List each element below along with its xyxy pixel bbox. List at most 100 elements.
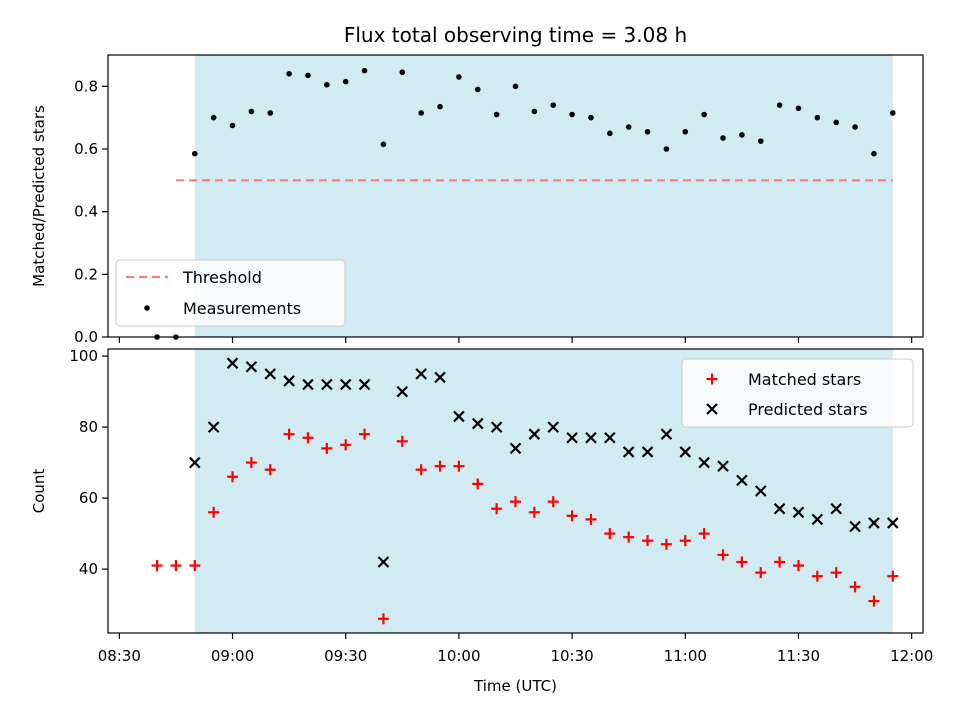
predicted-star-point-b xyxy=(773,502,786,515)
matched-star-point xyxy=(415,464,427,476)
x-tick-label: 08:30 xyxy=(98,647,141,665)
measurement-point xyxy=(267,110,274,116)
predicted-star-point-b xyxy=(396,385,409,398)
predicted-star-point-b xyxy=(717,460,729,472)
predicted-star-point-b xyxy=(754,485,767,497)
matched-star-point xyxy=(208,506,220,518)
measurement-point xyxy=(720,135,726,141)
legend-predicted-swatch xyxy=(706,403,718,415)
predicted-star-point-b xyxy=(415,368,427,380)
predicted-star-point-b xyxy=(509,442,522,455)
measurement-point xyxy=(757,138,764,144)
matched-star-point xyxy=(811,570,823,582)
predicted-star-point xyxy=(264,368,277,380)
predicted-star-point-b xyxy=(868,517,880,529)
predicted-star-point-b xyxy=(283,375,295,387)
predicted-star-point xyxy=(302,378,314,391)
count-y-tick-label: 100 xyxy=(69,347,98,365)
predicted-star-point-b xyxy=(302,378,314,391)
predicted-star-point-b xyxy=(585,431,597,444)
predicted-star-point xyxy=(358,378,371,391)
ratio-y-tick-label: 0.0 xyxy=(74,328,98,346)
matched-star-point xyxy=(302,432,314,444)
matched-star-point xyxy=(755,567,767,579)
measurement-point xyxy=(210,114,217,121)
predicted-star-point-b xyxy=(471,417,484,430)
predicted-star-point xyxy=(453,410,465,423)
predicted-star-point xyxy=(396,385,409,398)
matched-star-point xyxy=(868,595,880,607)
predicted-star-point-b xyxy=(660,428,673,440)
predicted-star-point-b xyxy=(849,520,861,533)
matched-star-point xyxy=(547,496,559,508)
measurement-point xyxy=(191,150,198,157)
predicted-star-point xyxy=(434,371,446,384)
matched-star-point xyxy=(792,560,804,572)
predicted-star-point xyxy=(698,456,710,469)
predicted-star-point-b xyxy=(245,360,258,373)
x-tick-label: 10:00 xyxy=(437,647,480,665)
x-tick-label: 11:00 xyxy=(664,647,707,665)
predicted-star-point-b xyxy=(207,421,220,433)
ratio-y-axis-label: Matched/Predicted stars xyxy=(30,105,48,287)
matched-star-point xyxy=(510,496,521,508)
predicted-star-point xyxy=(471,417,484,430)
x-tick-label: 09:00 xyxy=(211,647,254,665)
matched-star-point xyxy=(151,560,163,572)
predicted-star-point-b xyxy=(453,410,465,423)
measurement-point xyxy=(380,141,387,148)
x-axis-label: Time (UTC) xyxy=(473,677,557,695)
predicted-star-point xyxy=(679,446,692,458)
predicted-star-point xyxy=(566,431,578,444)
count-y-tick-label: 80 xyxy=(79,418,98,436)
measurement-point xyxy=(682,128,689,135)
predicted-star-point-b xyxy=(792,506,805,519)
predicted-star-point xyxy=(226,357,239,369)
ratio-y-tick-label: 0.6 xyxy=(74,140,98,158)
measurement-point xyxy=(550,102,557,108)
predicted-star-point xyxy=(660,428,673,440)
matched-star-point xyxy=(359,428,371,440)
predicted-star-point-b xyxy=(358,378,371,391)
matched-star-point xyxy=(736,556,748,568)
matched-star-point xyxy=(434,460,446,472)
matched-star-point xyxy=(245,457,257,469)
measurement-point xyxy=(248,108,255,115)
matched-star-point xyxy=(660,538,672,550)
predicted-star-point xyxy=(754,485,767,497)
ratio-y-tick-label: 0.4 xyxy=(74,203,98,221)
matched-star-point xyxy=(453,460,465,472)
predicted-star-point-b xyxy=(490,421,503,433)
measurement-point xyxy=(399,69,406,76)
predicted-star-point xyxy=(547,421,560,433)
predicted-star-point xyxy=(830,502,842,515)
measurement-point xyxy=(418,110,424,116)
measurement-point xyxy=(305,72,311,79)
matched-star-point xyxy=(321,442,333,454)
measurement-point xyxy=(890,110,896,116)
measurement-point xyxy=(437,103,443,110)
predicted-star-point xyxy=(207,421,220,433)
measurement-point xyxy=(644,128,651,135)
predicted-star-point xyxy=(509,442,522,455)
predicted-star-point xyxy=(377,556,390,568)
ratio-y-tick-label: 0.8 xyxy=(74,77,98,95)
predicted-star-point xyxy=(736,474,748,487)
measurement-point xyxy=(814,114,821,121)
measurement-point xyxy=(342,78,349,85)
legend-count: Matched stars Predicted stars xyxy=(681,358,914,428)
matched-star-point xyxy=(189,560,201,572)
measurement-point xyxy=(531,108,538,115)
predicted-star-point xyxy=(283,375,295,387)
measurement-point xyxy=(588,114,594,121)
predicted-star-point-b xyxy=(566,431,578,444)
matched-star-point xyxy=(623,531,635,543)
predicted-star-point-b xyxy=(736,474,748,487)
matched-star-point xyxy=(774,556,786,568)
measurement-point xyxy=(493,111,500,118)
predicted-star-point xyxy=(849,520,861,533)
measurement-point xyxy=(701,111,707,118)
predicted-star-point-b xyxy=(321,378,333,391)
measurement-point xyxy=(625,124,632,130)
